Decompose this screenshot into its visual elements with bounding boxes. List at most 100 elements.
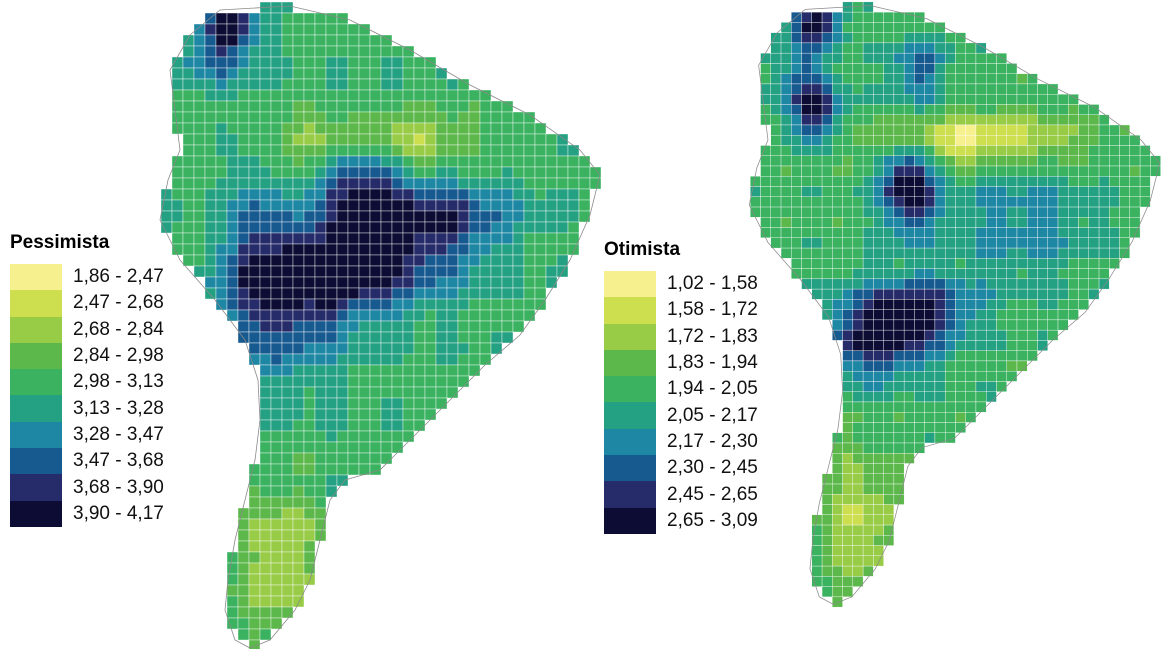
map-cell: [204, 89, 217, 102]
map-cell: [852, 494, 864, 505]
map-cell: [986, 278, 997, 290]
map-cell: [523, 166, 536, 179]
map-cell: [435, 78, 448, 91]
map-cell: [1139, 145, 1151, 156]
map-cell: [347, 232, 360, 245]
map-cell: [914, 217, 925, 228]
map-cell: [226, 265, 239, 278]
map-cell: [975, 278, 987, 290]
map-cell: [336, 452, 349, 465]
map-cell: [821, 83, 833, 95]
map-cell: [413, 386, 426, 399]
map-cell: [270, 320, 283, 333]
map-cell: [1037, 165, 1048, 177]
map-cell: [369, 254, 382, 267]
map-cell: [226, 562, 239, 575]
map-cell: [237, 265, 250, 278]
map-cell: [1119, 186, 1131, 197]
map-cell: [281, 529, 294, 542]
map-cell: [965, 155, 977, 167]
map-cell: [545, 254, 558, 267]
map-cell: [314, 177, 327, 190]
map-cell: [314, 232, 327, 245]
map-cell: [770, 176, 782, 187]
map-cell: [903, 217, 915, 228]
map-cell: [501, 122, 514, 135]
legend-row: 2,65 - 3,09: [604, 507, 758, 534]
map-cell: [391, 408, 404, 421]
map-cell: [501, 221, 514, 234]
map-cell: [292, 331, 305, 344]
map-cell: [1027, 114, 1038, 126]
map-cell: [424, 155, 437, 168]
map-cell: [1078, 196, 1089, 208]
map-cell: [944, 288, 956, 300]
map-cell: [248, 496, 261, 509]
map-cell: [391, 78, 404, 91]
map-cell: [237, 507, 250, 520]
map-cell: [1006, 165, 1018, 177]
map-cell: [852, 278, 864, 290]
map-cell: [237, 188, 250, 201]
map-cell: [944, 401, 956, 413]
map-cell: [955, 176, 966, 187]
map-cell: [259, 111, 272, 124]
map-cell: [842, 565, 854, 577]
map-cell: [270, 254, 283, 267]
map-cell: [347, 45, 360, 58]
map-cell: [791, 135, 802, 146]
map-cell: [347, 56, 360, 69]
map-cell: [811, 11, 823, 23]
map-cell: [215, 155, 228, 168]
map-cell: [248, 309, 261, 322]
map-cell: [435, 232, 448, 245]
map-cell: [955, 247, 966, 259]
map-cell: [292, 287, 305, 300]
map-cell: [811, 63, 823, 74]
map-cell: [303, 232, 316, 245]
map-cell: [391, 309, 404, 322]
map-cell: [303, 331, 316, 344]
map-cell: [336, 144, 349, 157]
map-cell: [955, 288, 966, 300]
map-cell: [292, 353, 305, 366]
map-cell: [468, 331, 481, 344]
map-cell: [259, 309, 272, 322]
map-cell: [325, 89, 338, 102]
map-cell: [259, 441, 272, 454]
map-cell: [862, 504, 874, 515]
map-cell: [811, 176, 823, 187]
map-cell: [955, 227, 966, 239]
map-cell: [336, 254, 349, 267]
map-cell: [1016, 258, 1028, 269]
map-cell: [347, 199, 360, 212]
map-cell: [281, 67, 294, 80]
map-cell: [325, 100, 338, 113]
map-cell: [501, 254, 514, 267]
map-cell: [413, 276, 426, 289]
map-cell: [821, 165, 833, 177]
legend-label: 2,30 - 2,45: [667, 457, 758, 479]
map-cell: [1016, 83, 1028, 95]
map-cell: [975, 340, 987, 351]
map-cell: [314, 111, 327, 124]
map-cell: [248, 342, 261, 355]
map-cell: [336, 474, 349, 487]
map-cell: [281, 144, 294, 157]
map-cell: [226, 199, 239, 212]
map-cell: [965, 237, 977, 249]
map-cell: [358, 133, 371, 146]
map-cell: [369, 408, 382, 421]
map-cell: [435, 276, 448, 289]
map-cell: [862, 42, 874, 54]
map-cell: [237, 298, 250, 311]
map-cell: [446, 375, 459, 388]
map-cell: [832, 165, 843, 177]
map-cell: [821, 104, 833, 115]
map-cell: [903, 94, 915, 105]
map-cell: [903, 73, 915, 85]
map-cell: [237, 199, 250, 212]
map-cell: [402, 111, 415, 124]
map-cell: [832, 483, 843, 495]
map-cell: [811, 22, 823, 33]
